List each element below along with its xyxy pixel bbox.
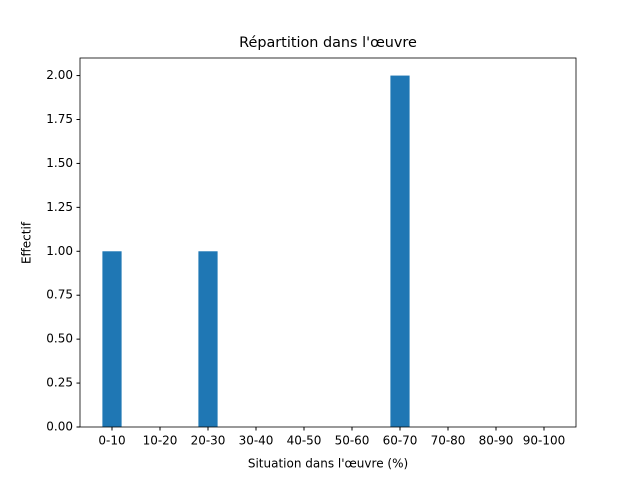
x-tick-label: 20-30	[191, 434, 226, 448]
x-tick-label: 90-100	[523, 434, 566, 448]
y-tick-label: 0.75	[46, 288, 73, 302]
y-tick-label: 0.25	[46, 376, 73, 390]
plot-frame	[79, 57, 577, 428]
y-tick-label: 0.50	[46, 332, 73, 346]
chart-title: Répartition dans l'œuvre	[239, 35, 417, 51]
y-tick-label: 1.50	[46, 156, 73, 170]
y-axis-label: Effectif	[20, 221, 34, 264]
x-tick-label: 80-90	[479, 434, 514, 448]
x-tick-label: 0-10	[98, 434, 125, 448]
bar	[198, 251, 218, 427]
y-tick-label: 1.00	[46, 244, 73, 258]
x-tick-label: 60-70	[383, 434, 418, 448]
x-tick-label: 30-40	[239, 434, 274, 448]
x-tick-label: 70-80	[431, 434, 466, 448]
bar	[390, 75, 410, 428]
y-tick-label: 2.00	[46, 68, 73, 82]
y-tick-label: 0.00	[46, 420, 73, 434]
x-tick-label: 40-50	[287, 434, 322, 448]
x-axis-label: Situation dans l'œuvre (%)	[248, 457, 408, 471]
x-tick-label: 10-20	[143, 434, 178, 448]
x-tick-label: 50-60	[335, 434, 370, 448]
y-tick-label: 1.75	[46, 112, 73, 126]
y-tick-label: 1.25	[46, 200, 73, 214]
bar	[102, 251, 122, 427]
